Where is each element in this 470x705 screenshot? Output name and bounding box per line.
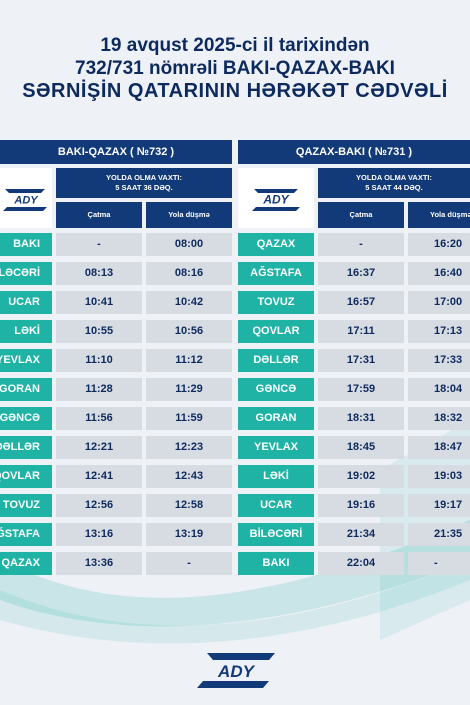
station-name: BİLƏCƏRİ bbox=[238, 523, 314, 546]
arrival-time: 19:16 bbox=[318, 494, 404, 517]
departure-time: - bbox=[146, 552, 232, 575]
arrival-time: 16:37 bbox=[318, 262, 404, 285]
arrival-time: 10:55 bbox=[56, 320, 142, 343]
departure-time: 17:13 bbox=[408, 320, 470, 343]
departure-time: 08:16 bbox=[146, 262, 232, 285]
travel-time-value-left: 5 SAAT 36 DƏQ. bbox=[115, 183, 173, 192]
ady-logo-icon: ADY bbox=[252, 189, 300, 211]
arrival-time: 18:31 bbox=[318, 407, 404, 430]
svg-text:ADY: ADY bbox=[13, 195, 39, 207]
departure-time: 12:43 bbox=[146, 465, 232, 488]
direction-header-left: BAKI-QAZAX ( №732 ) bbox=[0, 140, 232, 164]
station-name: BAKI bbox=[0, 233, 52, 256]
departure-time: 18:47 bbox=[408, 436, 470, 459]
station-name: GƏNCƏ bbox=[0, 407, 52, 430]
station-name: QOVLAR bbox=[0, 465, 52, 488]
departure-time: 12:58 bbox=[146, 494, 232, 517]
station-name: BAKI bbox=[238, 552, 314, 575]
station-name: AĞSTAFA bbox=[238, 262, 314, 285]
departure-time: 19:03 bbox=[408, 465, 470, 488]
departure-time: 11:12 bbox=[146, 349, 232, 372]
arrival-time: 17:11 bbox=[318, 320, 404, 343]
arrival-time: 11:28 bbox=[56, 378, 142, 401]
station-name: UCAR bbox=[238, 494, 314, 517]
arrival-time: 10:41 bbox=[56, 291, 142, 314]
station-name: LƏKİ bbox=[238, 465, 314, 488]
svg-text:ADY: ADY bbox=[262, 193, 289, 207]
station-name: GORAN bbox=[238, 407, 314, 430]
arrival-time: 21:34 bbox=[318, 523, 404, 546]
departure-time: 13:19 bbox=[146, 523, 232, 546]
travel-time-right: YOLDA OLMA VAXTI: 5 SAAT 44 DƏQ. bbox=[318, 168, 470, 198]
arrival-time: 18:45 bbox=[318, 436, 404, 459]
arrival-time: 11:56 bbox=[56, 407, 142, 430]
departure-time: - bbox=[408, 552, 470, 575]
station-name: LƏKİ bbox=[0, 320, 52, 343]
departure-time: 11:59 bbox=[146, 407, 232, 430]
direction-header-right: QAZAX-BAKI ( №731 ) bbox=[238, 140, 470, 164]
title-schedule: SƏRNİŞİN QATARININ HƏRƏKƏT CƏDVƏLİ bbox=[22, 80, 448, 102]
arrival-time: 19:02 bbox=[318, 465, 404, 488]
station-name: UCAR bbox=[0, 291, 52, 314]
departure-time: 10:42 bbox=[146, 291, 232, 314]
travel-time-left: YOLDA OLMA VAXTI: 5 SAAT 36 DƏQ. bbox=[56, 168, 232, 198]
arrival-time: 12:41 bbox=[56, 465, 142, 488]
arrival-time: - bbox=[56, 233, 142, 256]
arrival-time: 12:21 bbox=[56, 436, 142, 459]
station-name: BİLƏCƏRİ bbox=[0, 262, 52, 285]
travel-time-label-left: YOLDA OLMA VAXTI: bbox=[106, 173, 182, 182]
logo-box-right: ADY bbox=[238, 168, 314, 228]
station-name: GORAN bbox=[0, 378, 52, 401]
station-name: YEVLAX bbox=[238, 436, 314, 459]
departure-time: 16:20 bbox=[408, 233, 470, 256]
arrival-time: 17:31 bbox=[318, 349, 404, 372]
arrival-time: 11:10 bbox=[56, 349, 142, 372]
station-name: DƏLLƏR bbox=[238, 349, 314, 372]
arrival-time: 08:13 bbox=[56, 262, 142, 285]
departure-time: 12:23 bbox=[146, 436, 232, 459]
station-name: QAZAX bbox=[238, 233, 314, 256]
col-arrival-right: Çatma bbox=[318, 202, 404, 228]
departure-time: 18:04 bbox=[408, 378, 470, 401]
station-name: DƏLLƏR bbox=[0, 436, 52, 459]
station-name: QAZAX bbox=[0, 552, 52, 575]
travel-time-value-right: 5 SAAT 44 DƏQ. bbox=[365, 183, 423, 192]
station-name: YEVLAX bbox=[0, 349, 52, 372]
departure-time: 19:17 bbox=[408, 494, 470, 517]
departure-time: 17:00 bbox=[408, 291, 470, 314]
arrival-time: 13:36 bbox=[56, 552, 142, 575]
departure-time: 21:35 bbox=[408, 523, 470, 546]
travel-time-label-right: YOLDA OLMA VAXTI: bbox=[356, 173, 432, 182]
arrival-time: 13:16 bbox=[56, 523, 142, 546]
ady-logo-icon: ADY bbox=[3, 189, 47, 211]
col-arrival-left: Çatma bbox=[56, 202, 142, 228]
departure-time: 10:56 bbox=[146, 320, 232, 343]
arrival-time: - bbox=[318, 233, 404, 256]
station-name: QOVLAR bbox=[238, 320, 314, 343]
station-name: TOVUZ bbox=[238, 291, 314, 314]
arrival-time: 12:56 bbox=[56, 494, 142, 517]
title-route: 732/731 nömrəli BAKI-QAZAX-BAKI bbox=[75, 58, 395, 79]
page-title: 19 avqust 2025-ci il tarixindən 732/731 … bbox=[0, 34, 470, 103]
col-departure-left: Yola düşmə bbox=[146, 202, 232, 228]
svg-text:ADY: ADY bbox=[217, 662, 256, 681]
arrival-time: 22:04 bbox=[318, 552, 404, 575]
arrival-time: 16:57 bbox=[318, 291, 404, 314]
departure-time: 11:29 bbox=[146, 378, 232, 401]
arrival-time: 17:59 bbox=[318, 378, 404, 401]
station-name: TOVUZ bbox=[0, 494, 52, 517]
departure-time: 17:33 bbox=[408, 349, 470, 372]
col-departure-right: Yola düşmə bbox=[408, 202, 470, 228]
station-name: GƏNCƏ bbox=[238, 378, 314, 401]
logo-box-left: ADY bbox=[0, 168, 52, 228]
ady-footer-logo-icon: ADY bbox=[197, 653, 275, 688]
departure-time: 18:32 bbox=[408, 407, 470, 430]
departure-time: 16:40 bbox=[408, 262, 470, 285]
title-date: 19 avqust 2025-ci il tarixindən bbox=[100, 35, 370, 56]
departure-time: 08:00 bbox=[146, 233, 232, 256]
station-name: AĞSTAFA bbox=[0, 523, 52, 546]
